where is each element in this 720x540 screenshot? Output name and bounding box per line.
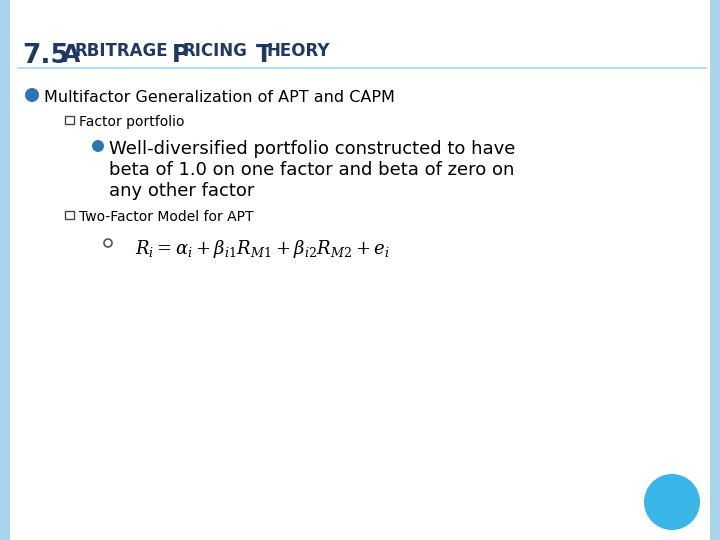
Text: A: A: [62, 43, 80, 67]
Text: Well-diversified portfolio constructed to have: Well-diversified portfolio constructed t…: [109, 140, 516, 158]
Circle shape: [644, 474, 700, 530]
FancyBboxPatch shape: [10, 0, 710, 540]
Circle shape: [25, 88, 39, 102]
FancyBboxPatch shape: [0, 0, 10, 540]
Text: $R_i = \alpha_i + \beta_{i1}R_{M1} + \beta_{i2}R_{M2} + e_i$: $R_i = \alpha_i + \beta_{i1}R_{M1} + \be…: [135, 238, 390, 260]
Text: Multifactor Generalization of APT and CAPM: Multifactor Generalization of APT and CA…: [44, 90, 395, 105]
Text: P: P: [172, 43, 189, 67]
Text: Two-Factor Model for APT: Two-Factor Model for APT: [79, 210, 253, 224]
Circle shape: [92, 140, 104, 152]
Text: RBITRAGE: RBITRAGE: [75, 42, 168, 60]
FancyBboxPatch shape: [710, 0, 720, 540]
Text: beta of 1.0 on one factor and beta of zero on: beta of 1.0 on one factor and beta of ze…: [109, 161, 514, 179]
Text: any other factor: any other factor: [109, 182, 254, 200]
Text: Factor portfolio: Factor portfolio: [79, 115, 184, 129]
Text: 7.5: 7.5: [22, 43, 69, 69]
Text: T: T: [256, 43, 272, 67]
Text: RICING: RICING: [183, 42, 248, 60]
Text: HEORY: HEORY: [267, 42, 330, 60]
